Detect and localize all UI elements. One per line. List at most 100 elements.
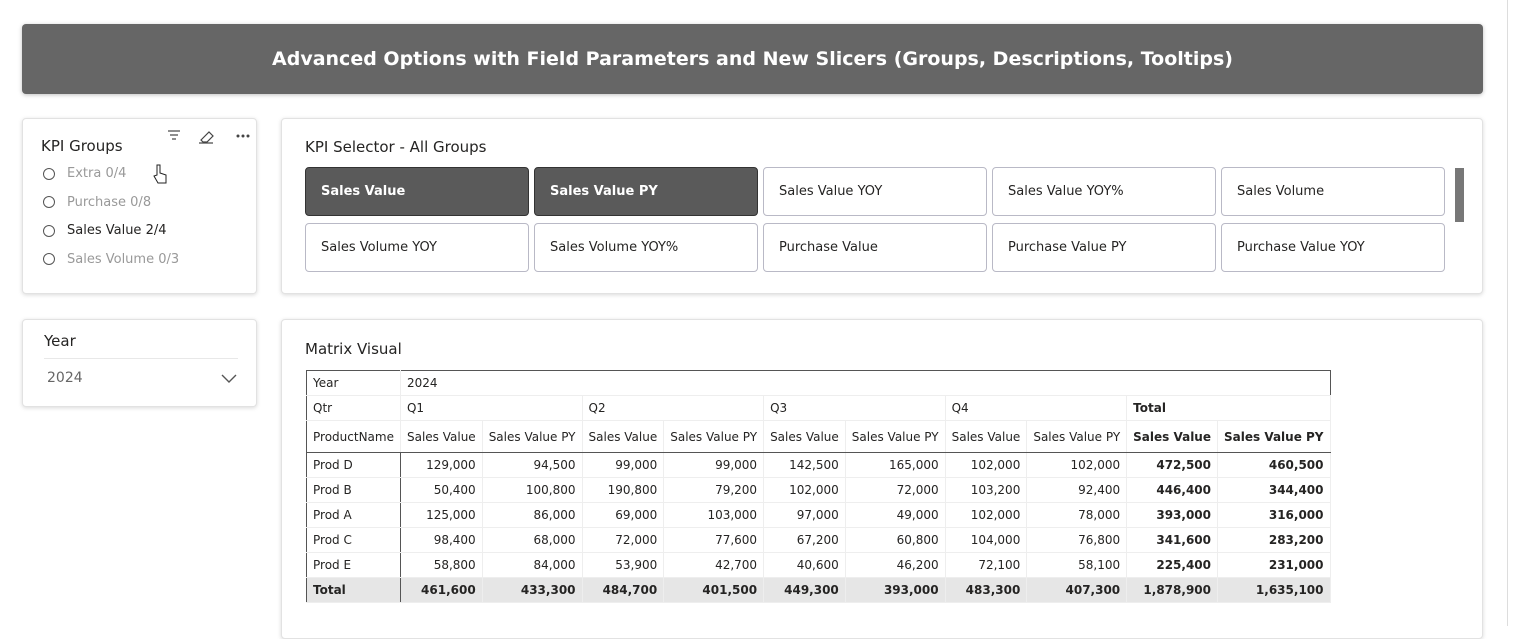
cell: 84,000 [482,552,583,578]
row-header: Year [306,370,401,396]
cell: 102,000 [945,452,1028,478]
cell: 433,300 [482,577,583,603]
data-row: Prod A 125,000 86,000 69,000 103,000 97,000 49… [306,502,1331,528]
cell: 129,000 [400,452,483,478]
column-header: Q4 [945,395,1128,421]
row-label: Prod C [306,527,401,553]
cell: 484,700 [582,577,665,603]
row-label: Prod D [306,452,401,478]
kpi-button[interactable]: Sales Value YOY% [992,167,1216,216]
kpi-button[interactable]: Sales Value [305,167,529,216]
mouse-cursor [153,164,167,184]
cell: 49,000 [845,502,946,528]
row-label: Prod B [306,477,401,503]
cell: 92,400 [1026,477,1128,503]
radio-option[interactable]: Sales Value 2/4 [43,223,167,238]
cell: 69,000 [582,502,665,528]
radio-button[interactable] [43,224,55,237]
cell: 79,200 [663,477,765,503]
panel-title: Year [44,332,76,350]
cell: 76,800 [1026,527,1128,553]
cell: 142,500 [763,452,846,478]
row-label: Prod A [306,502,401,528]
kpi-button[interactable]: Sales Volume YOY% [534,223,758,272]
data-row: Prod D 129,000 94,500 99,000 99,000 142,500 16… [306,452,1331,478]
report-header: Advanced Options with Field Parameters a… [22,24,1483,94]
cell: 344,400 [1217,477,1331,503]
cell: 60,800 [845,527,946,553]
cell: 1,878,900 [1126,577,1218,603]
column-header: Sales Value [400,420,483,453]
kpi-button[interactable]: Sales Volume [1221,167,1445,216]
option-label: Extra 0/4 [67,166,127,181]
report-title: Advanced Options with Field Parameters a… [272,48,1233,70]
kpi-button[interactable]: Sales Value YOY [763,167,987,216]
panel-title: KPI Selector - All Groups [305,138,487,156]
cell: 78,000 [1026,502,1128,528]
row-header: ProductName [306,420,401,453]
cell: 103,200 [945,477,1028,503]
kpi-groups-panel: KPI Groups Extra 0/4 Purchase 0/8 Sales Va… [22,118,257,294]
kpi-button[interactable]: Purchase Value [763,223,987,272]
radio-button[interactable] [43,196,55,208]
option-label: Sales Volume 0/3 [67,251,180,267]
cell: 72,100 [945,552,1028,578]
radio-option[interactable]: Purchase 0/8 [43,195,151,210]
cell: 407,300 [1026,577,1128,603]
data-row: Prod B 50,400 100,800 190,800 79,200 102,000 7… [306,477,1331,503]
radio-button[interactable] [43,167,55,180]
kpi-button[interactable]: Sales Value PY [534,167,758,216]
column-header: Sales Value PY [845,420,946,453]
total-row: Total 461,600 433,300 484,700 401,500 449,300… [306,577,1331,603]
cell: 72,000 [845,477,946,503]
column-header: Total [1126,395,1331,421]
cell: 102,000 [1026,452,1128,478]
column-header: Q2 [582,395,765,421]
cell: 98,400 [400,527,483,553]
chevron [221,374,237,383]
column-header: Sales Value [582,420,665,453]
matrix-panel: Matrix Visual Year 2024 Qtr Q1 Q2 Q3 Q4 Total Pr… [281,319,1483,639]
cell: 104,000 [945,527,1028,553]
cell: 42,700 [663,552,765,578]
page-edge [1507,0,1508,626]
column-header: Q3 [763,395,946,421]
dropdown-value: 2024 [47,370,83,386]
row-label: Prod E [306,552,401,578]
cell: 97,000 [763,502,846,528]
cell: 283,200 [1217,527,1331,553]
divider [44,358,238,359]
kpi-selector-panel: KPI Selector - All Groups Sales Value Sal… [281,118,1483,294]
radio-option[interactable]: Sales Volume 0/3 [43,252,179,267]
cell: 460,500 [1217,452,1331,478]
kpi-button[interactable]: Purchase Value PY [992,223,1216,272]
column-header: Sales Value PY [1026,420,1128,453]
cell: 341,600 [1126,527,1218,553]
cell: 58,800 [400,552,483,578]
year-dropdown[interactable]: 2024 [44,360,238,396]
visual-header-icons[interactable] [163,123,253,147]
column-header: Sales Value PY [1217,420,1331,453]
cell: 99,000 [582,452,665,478]
cell: 86,000 [482,502,583,528]
cell: 72,000 [582,527,665,553]
radio-option[interactable]: Extra 0/4 [43,166,126,181]
page: Report {"header": {"title": "Advanced Op… [22,0,1508,639]
scrollbar-thumb[interactable] [1455,168,1464,222]
cell: 125,000 [400,502,483,528]
cell: 446,400 [1126,477,1218,503]
cell: 68,000 [482,527,583,553]
cell: 102,000 [945,502,1028,528]
cell: 165,000 [845,452,946,478]
header-row: ProductName Sales Value Sales Value PY Sale… [306,420,1331,453]
cell: 231,000 [1217,552,1331,578]
kpi-button[interactable]: Sales Volume YOY [305,223,529,272]
cell: 401,500 [663,577,765,603]
kpi-button[interactable]: Purchase Value YOY [1221,223,1445,272]
cell: 58,100 [1026,552,1128,578]
cell: 449,300 [763,577,846,603]
radio-button[interactable] [43,253,55,265]
column-header: 2024 [400,370,1330,396]
cell: 472,500 [1126,452,1218,478]
cell: 99,000 [663,452,765,478]
